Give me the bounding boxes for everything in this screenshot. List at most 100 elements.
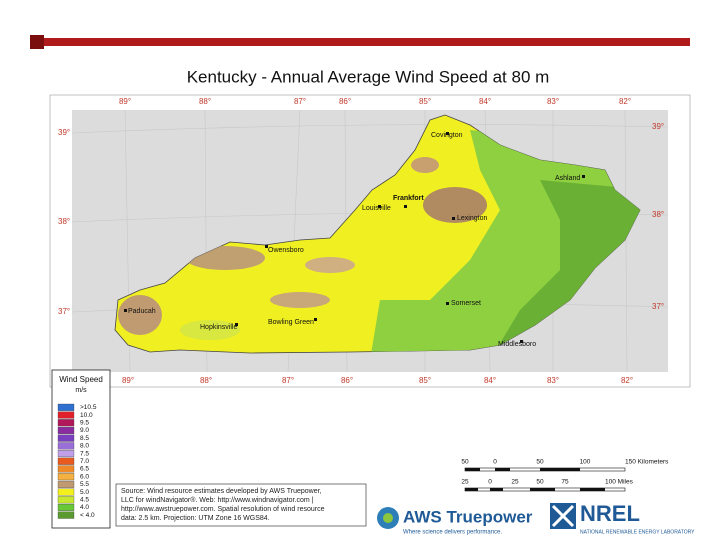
aws-logo: AWS Truepower Where science delivers per…	[377, 507, 533, 536]
longitude-label: 87°	[282, 376, 294, 385]
latitude-label: 38°	[652, 210, 664, 219]
legend-label: 10.0	[80, 412, 93, 419]
legend-swatch	[57, 511, 75, 519]
source-line: http://www.awstruepower.com. Spatial res…	[121, 506, 325, 513]
header-bar	[35, 38, 690, 46]
legend-label: < 4.0	[80, 512, 95, 519]
scale-mi-seg	[490, 488, 503, 491]
scale-mile-label: 75	[561, 479, 569, 486]
city-label: Louisville	[362, 205, 391, 212]
nrel-subtitle: NATIONAL RENEWABLE ENERGY LABORATORY	[580, 529, 695, 535]
legend-label: 5.5	[80, 481, 89, 488]
longitude-label: 85°	[419, 376, 431, 385]
longitude-label: 89°	[122, 376, 134, 385]
latitude-label: 39°	[58, 128, 70, 137]
legend-label: 4.0	[80, 504, 89, 511]
longitude-label: 83°	[547, 376, 559, 385]
longitude-label: 86°	[339, 97, 351, 106]
map-title: Kentucky - Annual Average Wind Speed at …	[187, 67, 550, 86]
scale-mile-label: 25	[461, 479, 469, 486]
city-label: Covington	[431, 132, 463, 139]
legend-swatch	[57, 411, 75, 419]
city-label: Frankfort	[393, 195, 424, 202]
legend-label: 7.0	[80, 458, 89, 465]
scale-km-label: 50	[536, 459, 544, 466]
legend-label: 9.0	[80, 427, 89, 434]
legend-swatch	[57, 419, 75, 427]
source-line: data: 2.5 km. Projection: UTM Zone 16 WG…	[121, 515, 270, 522]
longitude-label: 89°	[119, 97, 131, 106]
scale-km-seg	[465, 468, 480, 471]
zone-brown-lexington	[423, 187, 487, 223]
city-label: Owensboro	[268, 247, 304, 254]
legend-label: 8.0	[80, 443, 89, 450]
legend-label: 6.0	[80, 473, 89, 480]
scale-mile-label: 100 Miles	[605, 479, 634, 486]
scale-mile-label: 0	[488, 479, 492, 486]
legend-title: Wind Speed	[59, 375, 103, 384]
scale-mi-seg	[530, 488, 555, 491]
scale-mi-seg	[580, 488, 605, 491]
city-label: Somerset	[451, 300, 481, 307]
legend-swatch	[57, 442, 75, 450]
city-label: Middlesboro	[498, 341, 536, 348]
source-line: Source: Wind resource estimates develope…	[121, 488, 322, 495]
longitude-label: 88°	[200, 376, 212, 385]
legend-label: 6.5	[80, 466, 89, 473]
scale-km-seg	[495, 468, 510, 471]
source-line: LLC for windNavigator®. Web: http://www.…	[121, 496, 314, 504]
legend-swatch	[57, 434, 75, 442]
legend-swatch	[57, 480, 75, 488]
legend-label: 5.0	[80, 489, 89, 496]
zone-brown	[411, 157, 439, 173]
scale-mile-label: 25	[511, 479, 519, 486]
zone-yellowgreen	[180, 320, 240, 340]
longitude-label: 82°	[619, 97, 631, 106]
legend-swatch	[57, 473, 75, 481]
longitude-label: 86°	[341, 376, 353, 385]
zone-brown-south	[270, 292, 330, 308]
city-label: Hopkinsville	[200, 324, 237, 331]
longitude-label: 83°	[547, 97, 559, 106]
aws-name: AWS Truepower	[403, 507, 533, 526]
scale-mi-seg	[465, 488, 478, 491]
nrel-mark-x	[551, 504, 575, 528]
city-label: Bowling Green	[268, 319, 314, 326]
aws-tagline: Where science delivers performance.	[403, 530, 502, 536]
legend-swatch	[57, 450, 75, 458]
scale-km-label: 50	[461, 459, 469, 466]
latitude-label: 38°	[58, 217, 70, 226]
city-markers	[124, 132, 585, 343]
source-box	[115, 483, 367, 527]
nrel-logo: NREL NATIONAL RENEWABLE ENERGY LABORATOR…	[550, 501, 695, 535]
header-square	[30, 35, 44, 49]
scale-mile-label: 50	[536, 479, 544, 486]
legend-label: 7.5	[80, 450, 89, 457]
legend-swatch	[57, 503, 75, 511]
longitude-label: 87°	[294, 97, 306, 106]
zone-brown-paducah	[118, 295, 162, 335]
scale-km-label: 0	[493, 459, 497, 466]
legend-label: >10.5	[80, 404, 97, 411]
aws-mark-center	[383, 513, 393, 523]
legend-swatch	[57, 496, 75, 504]
city-label: Lexington	[457, 215, 487, 222]
longitude-label: 84°	[479, 97, 491, 106]
scale-km-label: 100	[580, 459, 591, 466]
legend-swatch	[57, 488, 75, 496]
legend-swatch	[57, 403, 75, 411]
latitude-label: 39°	[652, 122, 664, 131]
legend-label: 4.5	[80, 496, 89, 503]
legend-label: 8.5	[80, 435, 89, 442]
legend-swatch	[57, 465, 75, 473]
longitude-label: 84°	[484, 376, 496, 385]
scale-km-seg	[540, 468, 580, 471]
city-label: Ashland	[555, 175, 580, 182]
scale-bars	[464, 467, 626, 492]
legend-swatch	[57, 457, 75, 465]
scale-km-label: 150 Kilometers	[625, 459, 669, 466]
zone-green-south	[370, 300, 470, 353]
latitude-label: 37°	[652, 302, 664, 311]
nrel-name: NREL	[580, 501, 640, 526]
